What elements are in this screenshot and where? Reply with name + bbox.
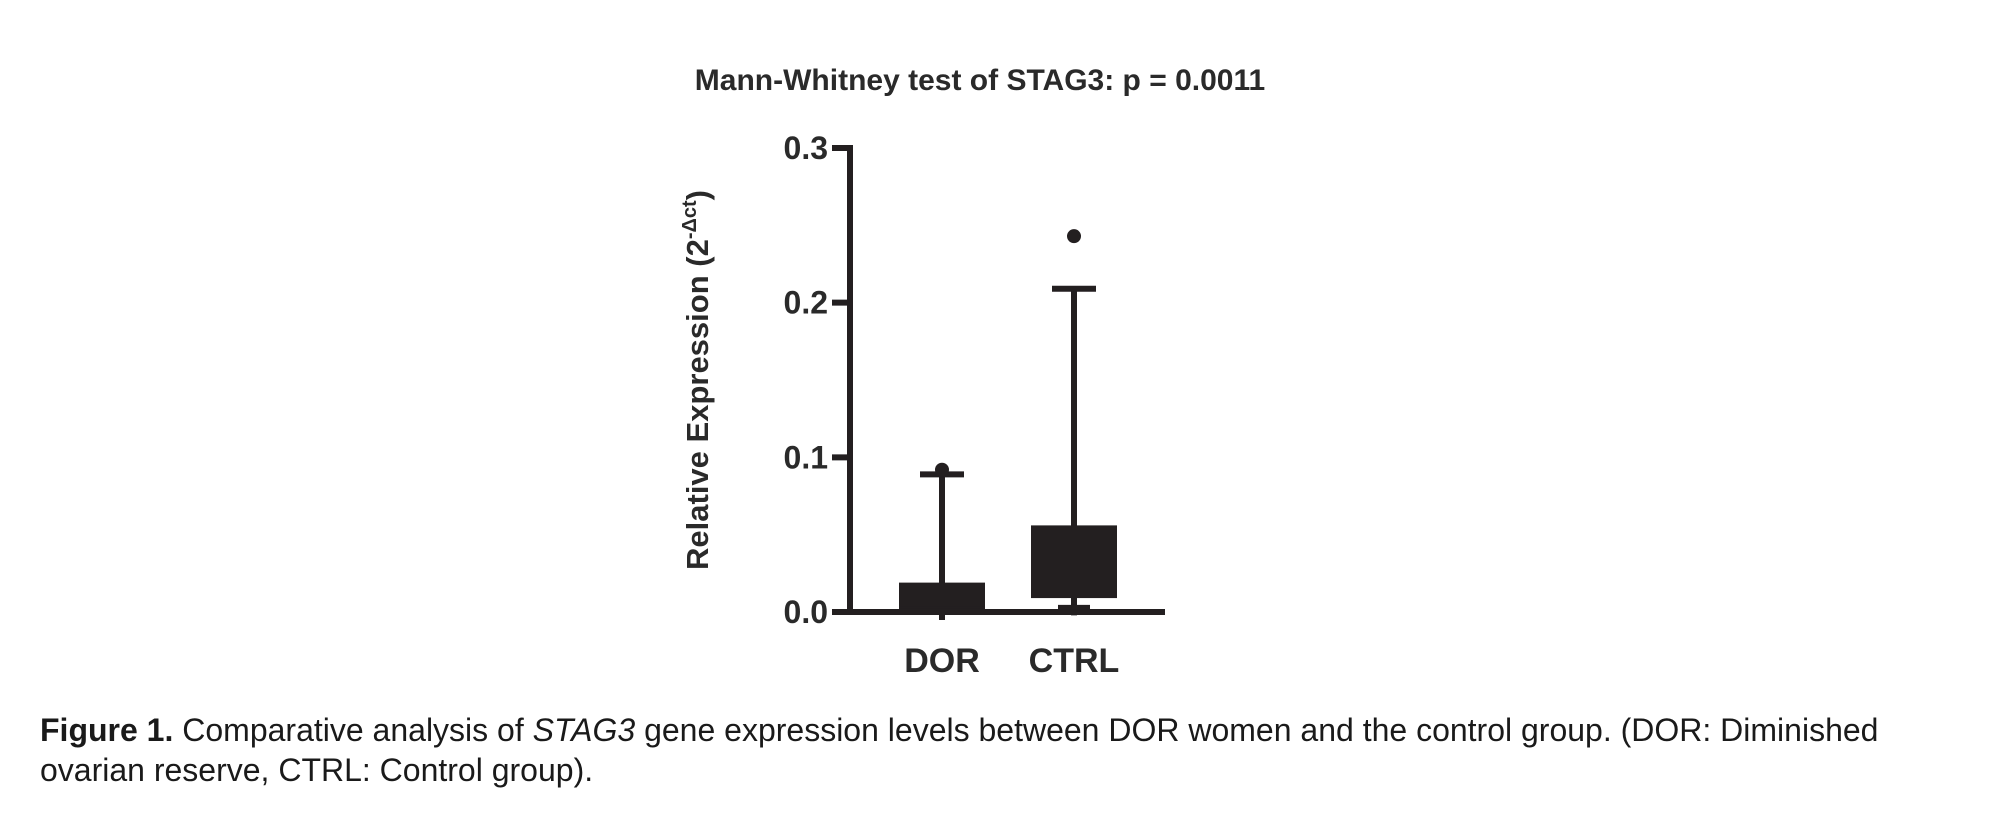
y-tick-label: 0.3: [784, 130, 828, 166]
y-tick-label: 0.1: [784, 439, 828, 475]
outlier-point: [935, 462, 949, 477]
y-tick-label: 0.0: [784, 594, 828, 630]
y-tick-label: 0.2: [784, 285, 828, 321]
y-axis-label-main: Relative Expression (2: [680, 239, 715, 570]
plot-area: [899, 229, 1117, 620]
x-tick-label-dor: DOR: [904, 642, 980, 680]
x-tick-label-ctrl: CTRL: [1029, 642, 1120, 680]
caption-text-end: gene expression levels between DOR women…: [40, 712, 1879, 788]
x-axis: DOR CTRL: [904, 642, 1119, 680]
y-axis-label-close: ): [680, 190, 715, 200]
caption-label: Figure 1.: [40, 712, 174, 748]
y-axis-label: Relative Expression (2-Δct): [679, 190, 715, 570]
figure-caption: Figure 1. Comparative analysis of STAG3 …: [40, 710, 1980, 790]
box-group-dor: [899, 462, 985, 620]
box-group-ctrl: [1031, 229, 1117, 616]
outlier-point: [1067, 229, 1081, 244]
caption-text-start: Comparative analysis of: [173, 712, 533, 748]
chart-title: Mann-Whitney test of STAG3: p = 0.0011: [695, 64, 1265, 97]
y-axis-label-superscript: -Δct: [679, 200, 701, 239]
caption-gene-name: STAG3: [532, 712, 636, 748]
chart: Mann-Whitney test of STAG3: p = 0.0011 R…: [679, 64, 1265, 680]
box-iqr: [1031, 525, 1117, 599]
